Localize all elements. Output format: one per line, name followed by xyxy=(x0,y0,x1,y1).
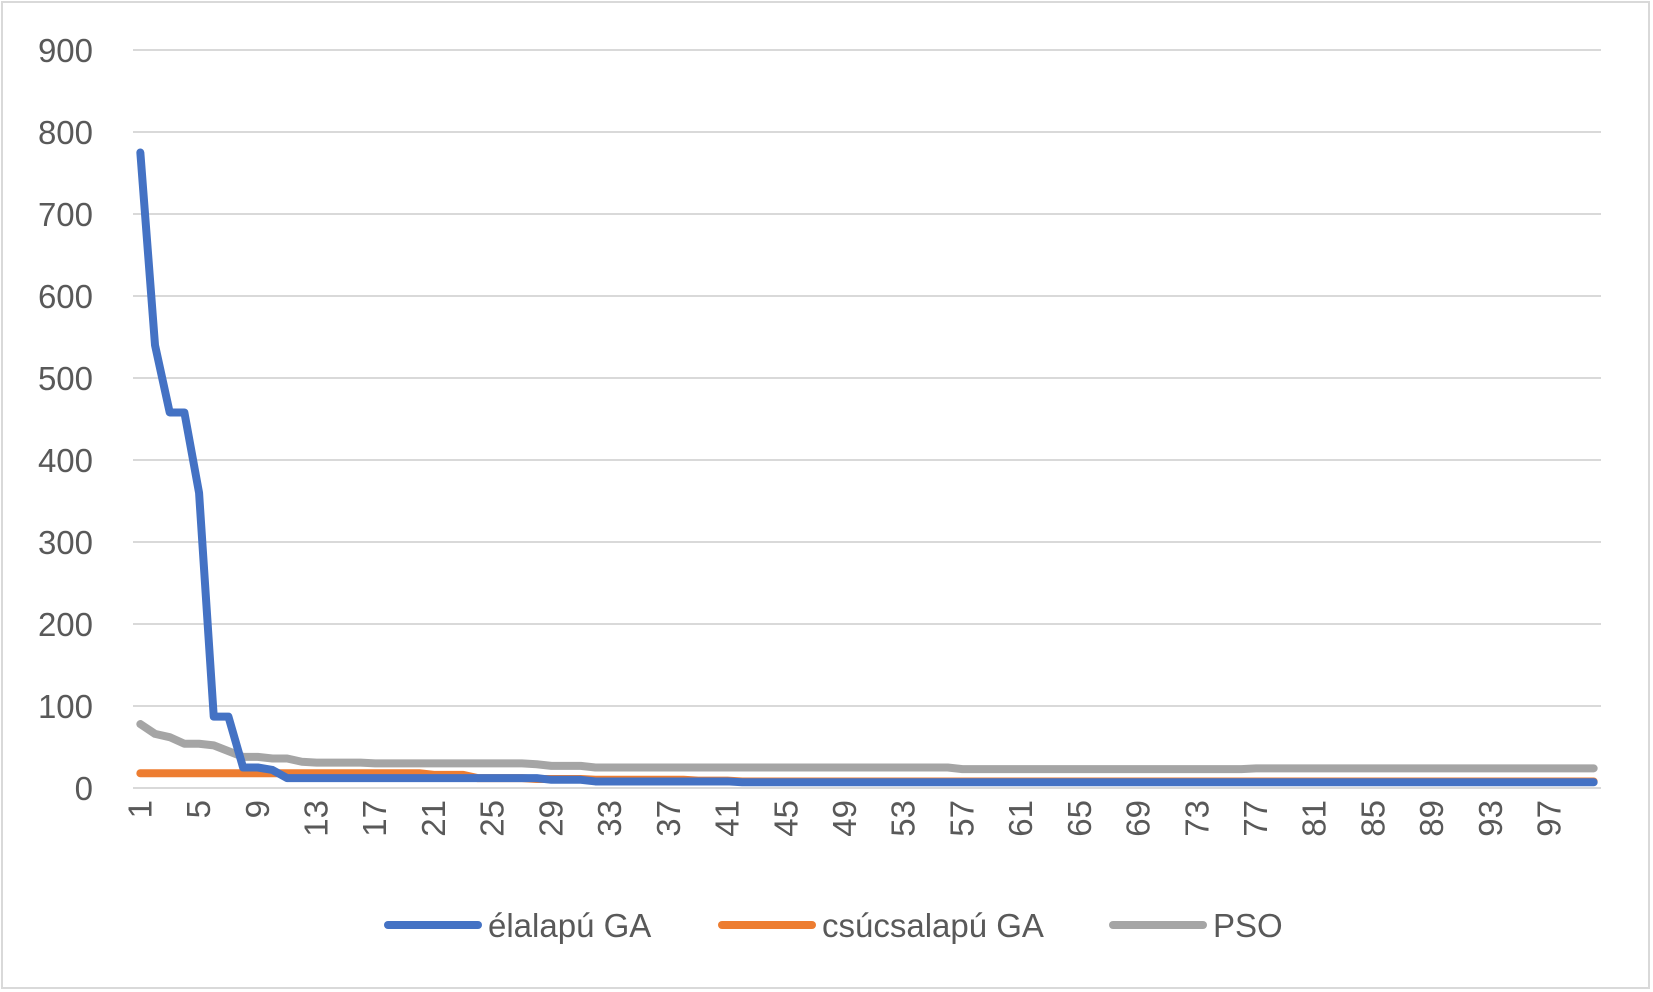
legend: élalapú GA csúcsalapú GA PSO xyxy=(384,907,1283,944)
y-tick-label-200: 200 xyxy=(38,606,93,643)
x-tick-label-13: 13 xyxy=(298,800,335,837)
x-tick-label-45: 45 xyxy=(767,800,804,837)
x-axis-tick-labels: 1 5 9 13 17 21 25 29 33 37 41 45 49 53 57 61 65 69 73 77 81 8… xyxy=(121,800,1567,837)
x-tick-label-61: 61 xyxy=(1002,800,1039,837)
x-tick-label-57: 57 xyxy=(943,800,980,837)
x-tick-label-81: 81 xyxy=(1296,800,1333,837)
x-tick-label-37: 37 xyxy=(650,800,687,837)
x-tick-label-17: 17 xyxy=(356,800,393,837)
x-tick-label-29: 29 xyxy=(532,800,569,837)
x-tick-label-41: 41 xyxy=(709,800,746,837)
x-tick-label-21: 21 xyxy=(415,800,452,837)
y-tick-label-400: 400 xyxy=(38,442,93,479)
x-tick-label-97: 97 xyxy=(1531,800,1568,837)
x-tick-label-1: 1 xyxy=(121,800,158,818)
y-tick-label-500: 500 xyxy=(38,360,93,397)
legend-label-2: PSO xyxy=(1213,907,1283,944)
y-tick-label-700: 700 xyxy=(38,196,93,233)
series-line-2 xyxy=(136,720,1598,774)
series-line-0 xyxy=(136,148,1598,787)
x-tick-label-25: 25 xyxy=(474,800,511,837)
x-tick-label-33: 33 xyxy=(591,800,628,837)
y-tick-label-800: 800 xyxy=(38,114,93,151)
x-tick-label-73: 73 xyxy=(1178,800,1215,837)
y-tick-label-100: 100 xyxy=(38,688,93,725)
x-tick-label-49: 49 xyxy=(826,800,863,837)
y-tick-label-300: 300 xyxy=(38,524,93,561)
x-tick-label-53: 53 xyxy=(885,800,922,837)
series-lines xyxy=(136,148,1598,787)
x-tick-label-5: 5 xyxy=(180,800,217,818)
y-axis-tick-labels: 0 100 200 300 400 500 600 700 800 900 xyxy=(38,32,93,807)
x-tick-label-69: 69 xyxy=(1120,800,1157,837)
x-tick-label-65: 65 xyxy=(1061,800,1098,837)
x-tick-label-85: 85 xyxy=(1354,800,1391,837)
x-tick-label-9: 9 xyxy=(239,800,276,818)
x-tick-label-77: 77 xyxy=(1237,800,1274,837)
gridlines xyxy=(133,49,1601,789)
legend-label-0: élalapú GA xyxy=(488,907,651,944)
y-tick-label-0: 0 xyxy=(75,770,93,807)
x-tick-label-93: 93 xyxy=(1472,800,1509,837)
legend-label-1: csúcsalapú GA xyxy=(822,907,1044,944)
x-tick-label-89: 89 xyxy=(1413,800,1450,837)
y-tick-label-900: 900 xyxy=(38,32,93,69)
y-tick-label-600: 600 xyxy=(38,278,93,315)
